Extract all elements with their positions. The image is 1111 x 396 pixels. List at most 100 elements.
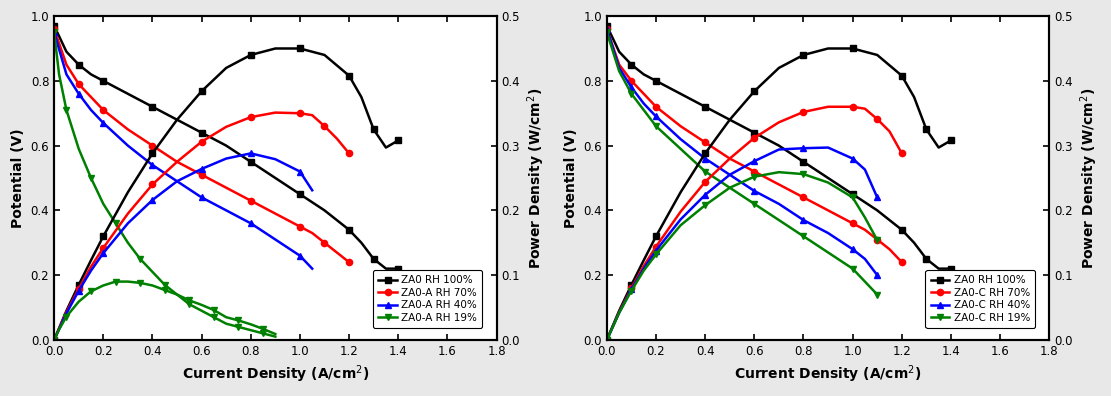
Line: ZA0 RH 100%: ZA0 RH 100%	[603, 23, 954, 272]
Y-axis label: Potential (V): Potential (V)	[564, 128, 578, 228]
Line: ZA0-C RH 70%: ZA0-C RH 70%	[603, 26, 905, 265]
ZA0 RH 100%	[72, 62, 86, 67]
ZA0-C RH 19%	[859, 279, 872, 284]
ZA0-C RH 19%	[699, 169, 712, 174]
ZA0 RH 100%	[293, 192, 307, 196]
ZA0-C RH 70%	[895, 260, 909, 265]
ZA0 RH 100%	[895, 227, 909, 232]
ZA0-C RH 40%	[674, 137, 688, 141]
ZA0-C RH 40%	[821, 230, 834, 235]
ZA0-A RH 19%	[269, 334, 282, 339]
ZA0-A RH 70%	[146, 143, 159, 148]
ZA0-C RH 40%	[748, 188, 761, 193]
ZA0-A RH 40%	[72, 91, 86, 96]
Line: ZA0-A RH 40%: ZA0-A RH 40%	[51, 29, 316, 272]
ZA0-A RH 70%	[121, 127, 134, 132]
Line: ZA0-A RH 19%: ZA0-A RH 19%	[51, 29, 279, 340]
ZA0-A RH 19%	[52, 72, 66, 77]
ZA0-A RH 70%	[48, 27, 61, 31]
ZA0-A RH 70%	[318, 240, 331, 245]
ZA0 RH 100%	[194, 130, 208, 135]
ZA0 RH 100%	[84, 72, 98, 77]
ZA0-A RH 70%	[170, 160, 183, 164]
ZA0 RH 100%	[379, 266, 392, 271]
ZA0 RH 100%	[797, 160, 810, 164]
ZA0 RH 100%	[624, 62, 638, 67]
ZA0-A RH 19%	[194, 308, 208, 313]
ZA0-A RH 40%	[60, 72, 73, 77]
ZA0-A RH 19%	[60, 108, 73, 112]
ZA0-A RH 40%	[97, 120, 110, 125]
ZA0-A RH 19%	[84, 175, 98, 180]
ZA0 RH 100%	[649, 78, 662, 83]
ZA0-A RH 19%	[232, 325, 246, 329]
ZA0 RH 100%	[48, 23, 61, 28]
ZA0-A RH 40%	[146, 163, 159, 168]
ZA0-C RH 70%	[699, 140, 712, 145]
ZA0-C RH 40%	[699, 156, 712, 161]
ZA0-C RH 19%	[624, 91, 638, 96]
ZA0-C RH 19%	[748, 202, 761, 206]
Line: ZA0 RH 100%: ZA0 RH 100%	[51, 23, 401, 272]
ZA0-A RH 70%	[330, 250, 343, 255]
ZA0-A RH 19%	[133, 257, 147, 261]
ZA0-C RH 70%	[649, 105, 662, 109]
ZA0-C RH 40%	[871, 273, 884, 278]
ZA0-C RH 70%	[883, 247, 897, 251]
ZA0-C RH 40%	[649, 114, 662, 119]
ZA0-A RH 40%	[170, 179, 183, 184]
ZA0-A RH 40%	[48, 30, 61, 35]
ZA0 RH 100%	[944, 266, 958, 271]
ZA0 RH 100%	[220, 143, 233, 148]
ZA0-A RH 19%	[48, 30, 61, 35]
ZA0-A RH 70%	[269, 211, 282, 216]
ZA0-A RH 70%	[306, 230, 319, 235]
ZA0-C RH 70%	[612, 62, 625, 67]
ZA0-C RH 40%	[845, 247, 859, 251]
ZA0 RH 100%	[342, 227, 356, 232]
ZA0-C RH 70%	[859, 227, 872, 232]
ZA0 RH 100%	[845, 192, 859, 196]
ZA0-A RH 70%	[60, 62, 73, 67]
ZA0 RH 100%	[674, 91, 688, 96]
ZA0 RH 100%	[121, 91, 134, 96]
ZA0-C RH 40%	[859, 257, 872, 261]
ZA0-A RH 40%	[306, 266, 319, 271]
ZA0-C RH 70%	[723, 156, 737, 161]
ZA0 RH 100%	[367, 257, 380, 261]
ZA0-C RH 70%	[600, 27, 613, 31]
ZA0-A RH 19%	[72, 147, 86, 151]
ZA0-A RH 70%	[72, 82, 86, 86]
Legend: ZA0 RH 100%, ZA0-C RH 70%, ZA0-C RH 40%, ZA0-C RH 19%: ZA0 RH 100%, ZA0-C RH 70%, ZA0-C RH 40%,…	[925, 270, 1035, 328]
ZA0-C RH 70%	[674, 124, 688, 129]
ZA0-C RH 19%	[612, 69, 625, 74]
ZA0-A RH 19%	[109, 221, 122, 226]
ZA0 RH 100%	[908, 240, 921, 245]
ZA0-C RH 19%	[600, 30, 613, 35]
ZA0 RH 100%	[871, 208, 884, 213]
ZA0-A RH 40%	[194, 195, 208, 200]
ZA0-A RH 19%	[182, 302, 196, 307]
ZA0-A RH 19%	[97, 202, 110, 206]
ZA0 RH 100%	[97, 78, 110, 83]
ZA0-C RH 40%	[637, 101, 650, 106]
ZA0-A RH 19%	[146, 270, 159, 274]
ZA0 RH 100%	[318, 208, 331, 213]
ZA0-A RH 40%	[121, 143, 134, 148]
ZA0-A RH 19%	[220, 321, 233, 326]
ZA0-C RH 70%	[748, 169, 761, 174]
X-axis label: Current Density (A/cm$^2$): Current Density (A/cm$^2$)	[734, 363, 922, 385]
ZA0-A RH 19%	[121, 240, 134, 245]
ZA0 RH 100%	[612, 50, 625, 54]
ZA0-C RH 19%	[637, 108, 650, 112]
ZA0-A RH 70%	[97, 108, 110, 112]
ZA0-A RH 19%	[244, 328, 258, 333]
Y-axis label: Potential (V): Potential (V)	[11, 128, 26, 228]
Legend: ZA0 RH 100%, ZA0-A RH 70%, ZA0-A RH 40%, ZA0-A RH 19%: ZA0 RH 100%, ZA0-A RH 70%, ZA0-A RH 40%,…	[373, 270, 482, 328]
Y-axis label: Power Density (W/cm$^2$): Power Density (W/cm$^2$)	[526, 88, 547, 268]
Line: ZA0-C RH 40%: ZA0-C RH 40%	[603, 26, 880, 278]
ZA0-A RH 19%	[170, 292, 183, 297]
ZA0-A RH 70%	[220, 185, 233, 190]
Line: ZA0-C RH 19%: ZA0-C RH 19%	[603, 29, 880, 298]
ZA0-C RH 70%	[871, 237, 884, 242]
